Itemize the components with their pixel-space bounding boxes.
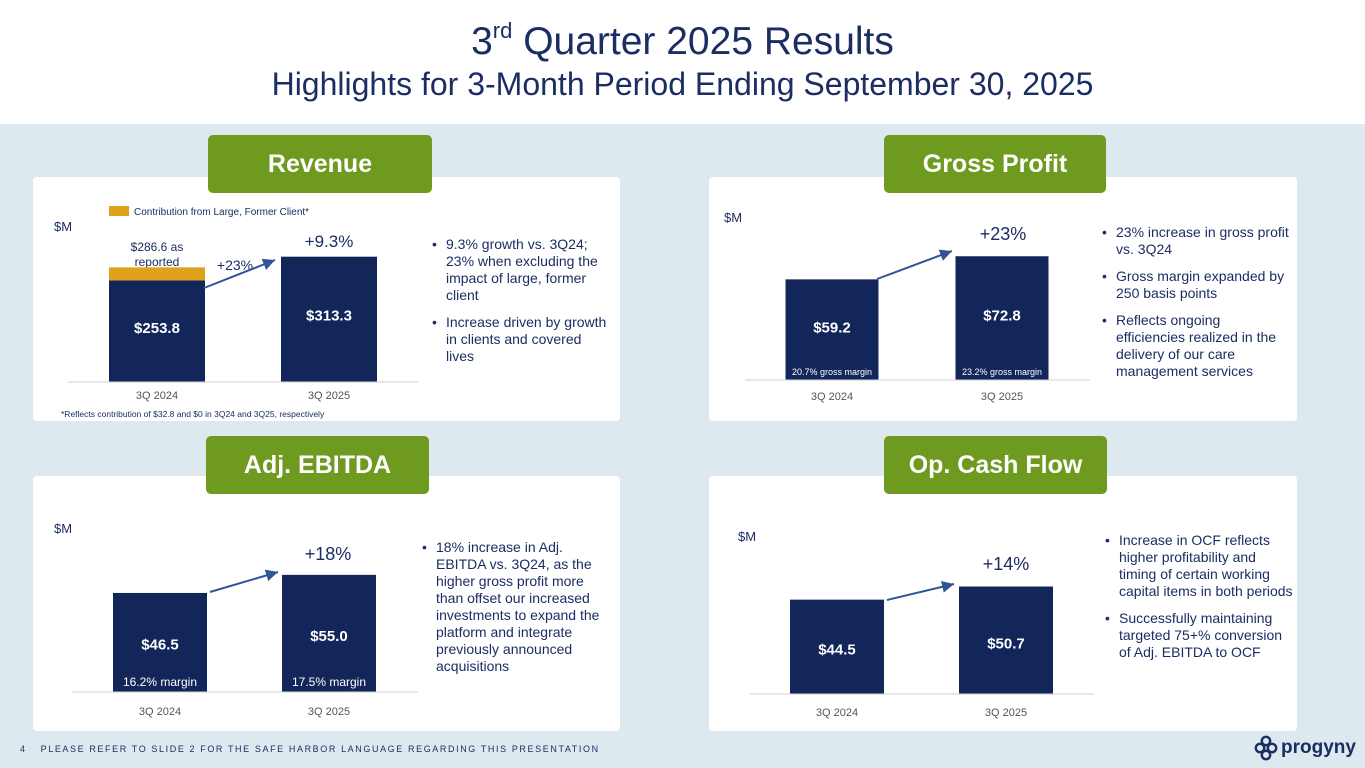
op-cash-flow-tick-3q2024: 3Q 2024	[816, 707, 858, 719]
revenue-value-label-2: $313.3	[306, 308, 352, 325]
adj-ebitda-tick-3q2024: 3Q 2024	[139, 706, 181, 718]
revenue-bullet-2: Increase driven by growth in clients and…	[432, 314, 612, 365]
op-cash-flow-tab: Op. Cash Flow	[884, 436, 1107, 494]
revenue-legend-label: Contribution from Large, Former Client*	[134, 207, 309, 218]
adj-ebitda-value-label-1: $46.5	[141, 636, 179, 653]
op-cash-flow-value-label-2: $50.7	[987, 635, 1025, 652]
gross-profit-tick-3q2025: 3Q 2025	[981, 391, 1023, 403]
adj-ebitda-unit-label: $M	[54, 521, 72, 536]
progyny-logo-text: progyny	[1281, 737, 1356, 758]
op-cash-flow-value-label-1: $44.5	[818, 642, 856, 659]
progyny-logo: progyny	[1254, 734, 1356, 762]
gross-profit-bar-2	[955, 256, 1049, 380]
revenue-bar-2	[281, 256, 377, 382]
revenue-footnote: *Reflects contribution of $32.8 and $0 i…	[61, 409, 325, 419]
op-cash-flow-bar-1	[790, 599, 884, 694]
gross-profit-margin-label-2: 23.2% gross margin	[962, 367, 1042, 377]
op-cash-flow-bullet-1: Increase in OCF reflects higher profitab…	[1105, 532, 1293, 600]
revenue-legend-swatch	[109, 206, 129, 216]
adj-ebitda-margin-label-2: 17.5% margin	[292, 675, 366, 689]
gross-profit-value-label-1: $59.2	[813, 320, 851, 337]
progyny-logo-icon	[1254, 735, 1278, 761]
revenue-unit-label: $M	[54, 219, 72, 234]
op-cash-flow-bar-2	[959, 586, 1053, 694]
gross-profit-value-label-2: $72.8	[983, 308, 1021, 325]
revenue-bullets: 9.3% growth vs. 3Q24; 23% when excluding…	[432, 236, 612, 375]
gross-profit-bullet-1: 23% increase in gross profit vs. 3Q24	[1102, 224, 1292, 258]
slide-subtitle: Highlights for 3-Month Period Ending Sep…	[271, 66, 1094, 102]
gross-profit-bullet-3: Reflects ongoing efficiencies realized i…	[1102, 312, 1292, 380]
gross-profit-bar-1	[785, 279, 879, 380]
adj-ebitda-bar-2	[282, 574, 376, 692]
gross-profit-growth-label: +23%	[980, 224, 1027, 244]
title-superscript: rd	[492, 18, 513, 43]
op-cash-flow-growth-label: +14%	[983, 554, 1030, 574]
adj-ebitda-margin-label-1: 16.2% margin	[123, 675, 197, 689]
gross-profit-tick-3q2024: 3Q 2024	[811, 391, 853, 403]
gross-profit-tab: Gross Profit	[884, 135, 1106, 193]
op-cash-flow-growth-arrow	[886, 580, 955, 601]
adj-ebitda-bullets: 18% increase in Adj. EBITDA vs. 3Q24, as…	[422, 539, 614, 685]
gross-profit-growth-arrow	[876, 249, 953, 280]
revenue-growth-arrow	[203, 258, 276, 289]
gross-profit-margin-label-1: 20.7% gross margin	[792, 367, 872, 377]
revenue-bullet-1: 9.3% growth vs. 3Q24; 23% when excluding…	[432, 236, 612, 304]
revenue-bar-1	[109, 280, 205, 382]
slide-title: 3rd Quarter 2025 Results	[471, 18, 894, 63]
adj-ebitda-tab: Adj. EBITDA	[206, 436, 429, 494]
revenue-reported-note-line2: reported	[135, 255, 180, 269]
gross-profit-unit-label: $M	[724, 210, 742, 225]
adj-ebitda-growth-arrow	[209, 569, 279, 593]
revenue-tick-3q2025: 3Q 2025	[308, 390, 350, 402]
revenue-growth-label: +9.3%	[305, 232, 354, 251]
revenue-former-client-segment-1	[109, 267, 205, 281]
gross-profit-bullets: 23% increase in gross profit vs. 3Q24 Gr…	[1102, 224, 1292, 390]
revenue-arrow-label: +23%	[217, 257, 253, 273]
op-cash-flow-unit-label: $M	[738, 529, 756, 544]
op-cash-flow-tick-3q2025: 3Q 2025	[985, 707, 1027, 719]
op-cash-flow-bullets: Increase in OCF reflects higher profitab…	[1105, 532, 1293, 671]
slide-header: 3rd Quarter 2025 Results Highlights for …	[0, 0, 1365, 124]
revenue-reported-note-line1: $286.6 as	[131, 240, 184, 254]
op-cash-flow-bullet-2: Successfully maintaining targeted 75+% c…	[1105, 610, 1293, 661]
adj-ebitda-bar-1	[113, 592, 207, 692]
safe-harbor-note: PLEASE REFER TO SLIDE 2 FOR THE SAFE HAR…	[40, 744, 600, 754]
page-number: 4	[20, 744, 27, 754]
adj-ebitda-bullet-1: 18% increase in Adj. EBITDA vs. 3Q24, as…	[422, 539, 614, 675]
revenue-tab: Revenue	[208, 135, 432, 193]
gross-profit-bullet-2: Gross margin expanded by 250 basis point…	[1102, 268, 1292, 302]
revenue-value-label-1: $253.8	[134, 320, 180, 337]
adj-ebitda-tick-3q2025: 3Q 2025	[308, 706, 350, 718]
adj-ebitda-growth-label: +18%	[305, 544, 352, 564]
adj-ebitda-value-label-2: $55.0	[310, 628, 348, 645]
revenue-tick-3q2024: 3Q 2024	[136, 390, 178, 402]
slide-footer: 4 PLEASE REFER TO SLIDE 2 FOR THE SAFE HA…	[20, 744, 600, 754]
